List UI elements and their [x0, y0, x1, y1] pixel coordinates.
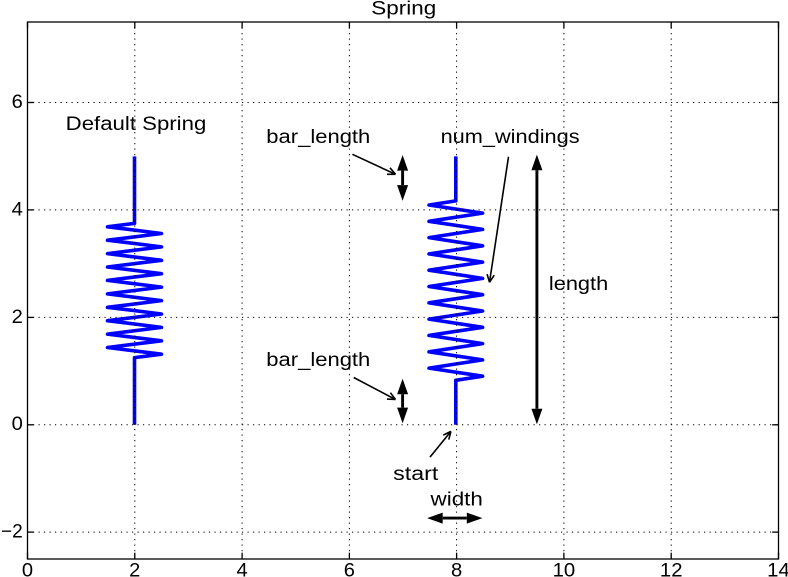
svg-text:−2: −2 [1, 522, 23, 543]
svg-text:2: 2 [129, 561, 140, 577]
svg-text:length: length [549, 273, 608, 295]
svg-text:4: 4 [12, 199, 24, 220]
svg-text:6: 6 [344, 561, 355, 577]
svg-text:12: 12 [660, 561, 683, 577]
svg-text:2: 2 [12, 307, 23, 328]
svg-text:0: 0 [22, 561, 33, 577]
svg-text:Spring: Spring [371, 0, 436, 20]
svg-text:14: 14 [767, 561, 788, 577]
svg-text:8: 8 [451, 561, 462, 577]
svg-text:bar_length: bar_length [266, 126, 370, 148]
svg-text:10: 10 [553, 561, 576, 577]
svg-text:Default Spring: Default Spring [66, 113, 207, 135]
svg-text:start: start [393, 463, 439, 485]
svg-text:6: 6 [12, 92, 23, 113]
svg-text:bar_length: bar_length [266, 349, 370, 371]
svg-text:0: 0 [12, 414, 23, 435]
svg-text:4: 4 [236, 561, 248, 577]
svg-text:width: width [429, 488, 483, 510]
svg-text:num_windings: num_windings [441, 126, 580, 148]
